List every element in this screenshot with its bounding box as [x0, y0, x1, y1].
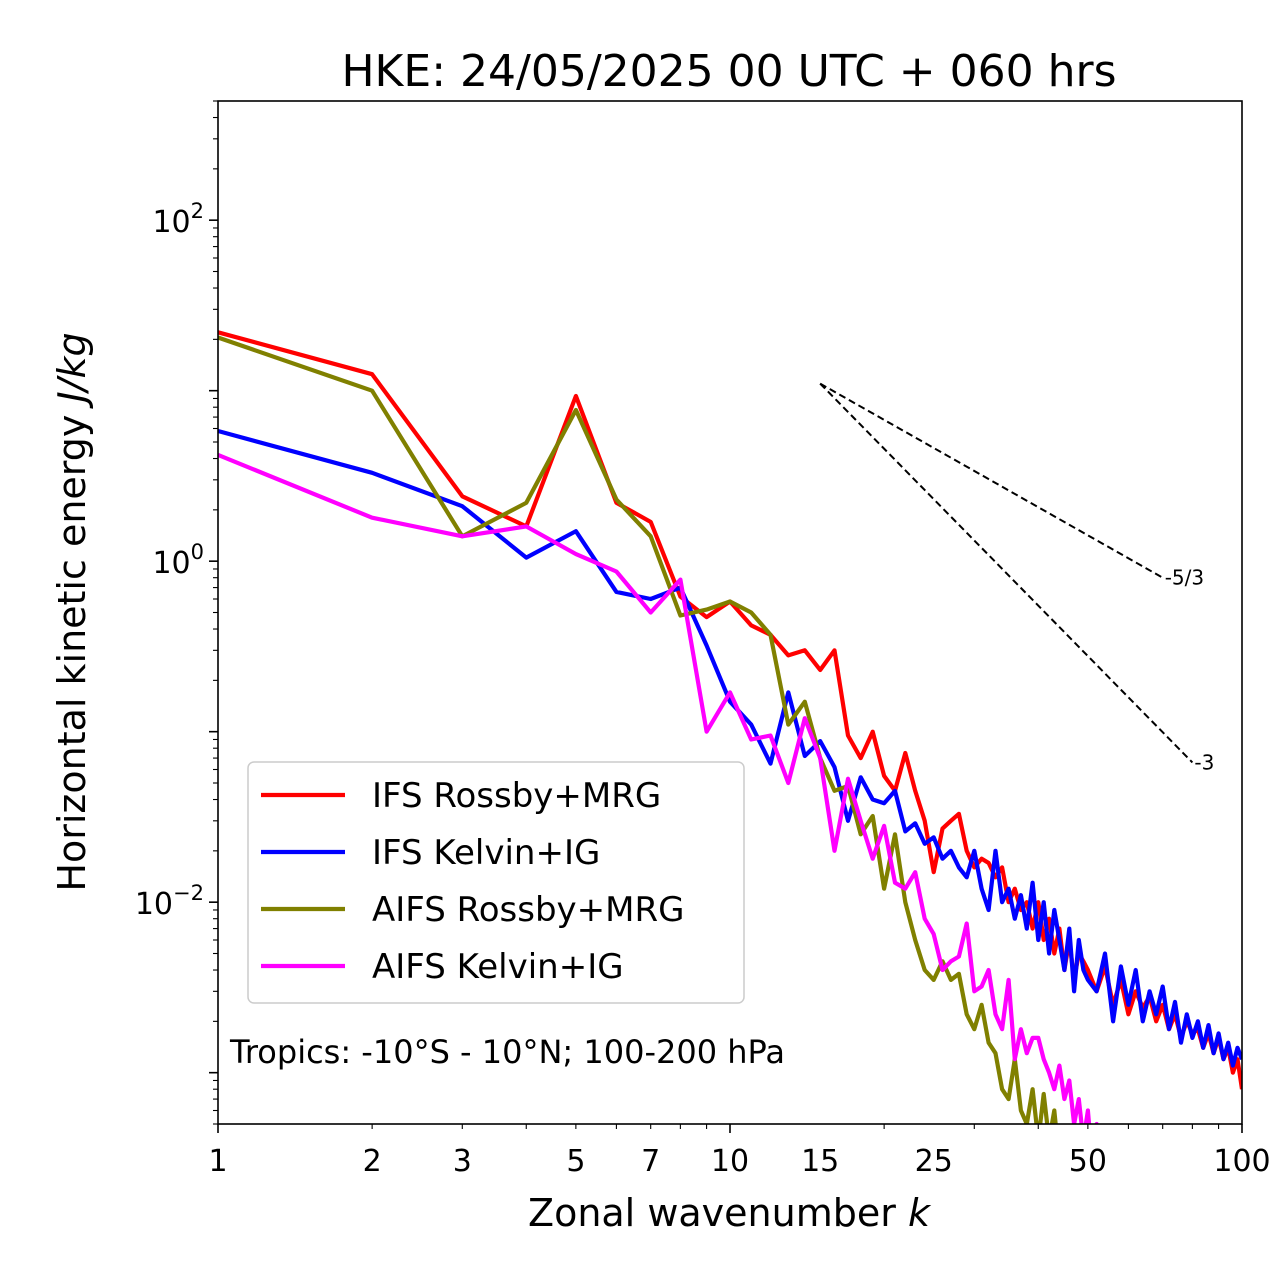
reference-slope-label: -3: [1194, 750, 1214, 774]
legend-label: AIFS Kelvin+IG: [372, 947, 624, 987]
y-axis-label-text: Horizontal kinetic energy: [50, 415, 94, 892]
x-tick-label: 25: [915, 1144, 953, 1179]
x-tick-label: 5: [566, 1144, 585, 1179]
reference-slope-label: -5/3: [1165, 566, 1204, 590]
y-tick-exponent: 0: [191, 540, 204, 564]
y-tick-exponent: −2: [173, 881, 204, 905]
region-annotation: Tropics: -10°S - 10°N; 100-200 hPa: [229, 1033, 785, 1071]
y-tick-mantissa: 10: [152, 546, 190, 581]
legend-label: AIFS Rossby+MRG: [372, 890, 684, 930]
axis-ticks-group: [209, 100, 1243, 1133]
x-tick-label: 100: [1213, 1144, 1270, 1179]
x-axis-label: Zonal wavenumber k: [528, 1191, 932, 1235]
series-line: [218, 452, 1099, 1124]
x-tick-label: 50: [1069, 1144, 1107, 1179]
legend-label: IFS Kelvin+IG: [372, 833, 600, 873]
plot-frame: [217, 100, 1243, 1125]
y-tick-exponent: 2: [191, 199, 204, 223]
legend: IFS Rossby+MRG IFS Kelvin+IG AIFS Rossby+M…: [247, 761, 745, 1004]
reference-slopes-group: [819, 382, 1194, 764]
x-tick-label: 7: [641, 1144, 660, 1179]
x-tick-label: 2: [363, 1144, 382, 1179]
y-tick-label: 100: [152, 540, 204, 581]
y-tick-mantissa: 10: [152, 205, 190, 240]
x-tick-label: 1: [208, 1144, 227, 1179]
y-axis-label: Horizontal kinetic energy J/kg: [50, 332, 94, 891]
y-axis-label-units: J/kg: [50, 332, 94, 409]
series-line: [218, 335, 1058, 1124]
x-tick-label: 10: [711, 1144, 749, 1179]
reference-slope-line: [819, 382, 1194, 764]
legend-box: [247, 761, 745, 1004]
x-tick-label: 3: [453, 1144, 472, 1179]
series-lines-group: [218, 330, 1242, 1124]
slope-labels-group: -5/3 -3: [1165, 566, 1215, 775]
y-tick-label: 10−2: [135, 881, 204, 922]
x-axis-label-text: Zonal wavenumber: [528, 1191, 896, 1235]
y-tick-mantissa: 10: [135, 887, 173, 922]
x-tick-label: 15: [801, 1144, 839, 1179]
y-tick-label: 102: [152, 199, 204, 240]
legend-label: IFS Rossby+MRG: [372, 776, 661, 816]
x-axis-label-var: k: [908, 1191, 932, 1235]
chart-title: HKE: 24/05/2025 00 UTC + 060 hrs: [341, 46, 1116, 97]
